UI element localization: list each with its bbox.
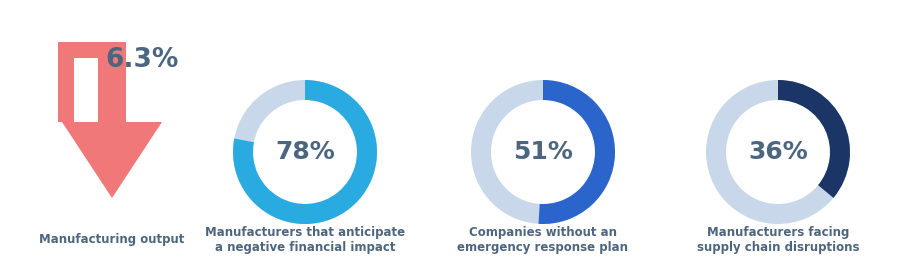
Text: 6.3%: 6.3% [106,47,179,73]
Polygon shape [62,122,161,198]
Wedge shape [233,80,376,224]
Text: 78%: 78% [275,140,335,164]
Text: Manufacturers facing
supply chain disruptions: Manufacturers facing supply chain disrup… [696,226,859,254]
Text: 36%: 36% [747,140,807,164]
Text: 51%: 51% [512,140,572,164]
Text: Manufacturers that anticipate
a negative financial impact: Manufacturers that anticipate a negative… [205,226,405,254]
Polygon shape [58,58,74,122]
Wedge shape [538,80,614,224]
Text: Manufacturing output: Manufacturing output [40,234,185,247]
Polygon shape [98,42,126,122]
Wedge shape [471,80,614,224]
Wedge shape [233,80,376,224]
Polygon shape [58,42,126,58]
Wedge shape [778,80,849,198]
Text: Companies without an
emergency response plan: Companies without an emergency response … [457,226,628,254]
Wedge shape [705,80,849,224]
